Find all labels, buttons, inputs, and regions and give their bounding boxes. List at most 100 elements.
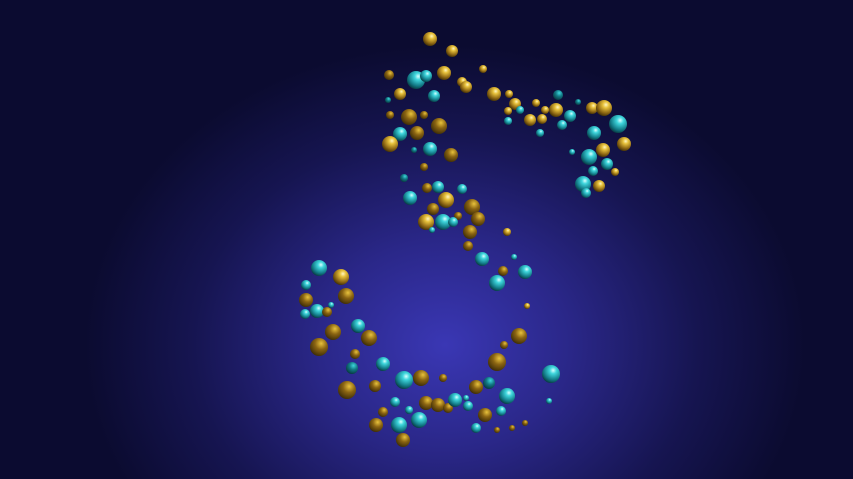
- teal-sphere: [390, 397, 400, 407]
- teal-sphere: [587, 126, 601, 140]
- teal-sphere: [553, 90, 563, 100]
- gold-sphere: [384, 70, 394, 80]
- gold-sphere: [524, 303, 530, 309]
- gold-sphere: [503, 228, 511, 236]
- gold-sphere: [464, 199, 480, 215]
- gold-sphere: [423, 32, 437, 46]
- gold-sphere: [413, 370, 429, 386]
- teal-sphere: [448, 217, 458, 227]
- teal-sphere: [546, 398, 552, 404]
- teal-sphere: [504, 117, 512, 125]
- gold-sphere: [439, 374, 447, 382]
- teal-sphere: [516, 106, 524, 114]
- gold-sphere: [463, 241, 473, 251]
- gold-sphere: [299, 293, 313, 307]
- teal-sphere: [411, 412, 427, 428]
- teal-sphere: [564, 110, 576, 122]
- teal-sphere: [385, 97, 391, 103]
- teal-sphere: [428, 90, 440, 102]
- teal-sphere: [435, 214, 451, 230]
- teal-sphere: [511, 254, 517, 260]
- teal-sphere: [536, 129, 544, 137]
- teal-sphere: [475, 252, 489, 266]
- teal-sphere: [581, 188, 591, 198]
- gold-sphere: [361, 330, 377, 346]
- gold-sphere: [532, 99, 540, 107]
- gold-sphere: [322, 307, 332, 317]
- gold-sphere: [333, 269, 349, 285]
- teal-sphere: [432, 181, 444, 193]
- teal-sphere: [542, 365, 560, 383]
- gold-sphere: [522, 420, 528, 426]
- teal-sphere: [463, 395, 469, 401]
- gold-sphere: [422, 183, 432, 193]
- gold-sphere: [596, 100, 612, 116]
- teal-sphere: [300, 309, 310, 319]
- teal-sphere: [376, 357, 390, 371]
- teal-sphere: [346, 362, 358, 374]
- gold-sphere: [505, 90, 513, 98]
- gold-sphere: [541, 106, 549, 114]
- gold-sphere: [310, 338, 328, 356]
- teal-sphere: [311, 260, 327, 276]
- gold-sphere: [394, 88, 406, 100]
- gold-sphere: [338, 288, 354, 304]
- teal-sphere: [499, 388, 515, 404]
- teal-sphere: [463, 401, 473, 411]
- teal-sphere: [429, 227, 435, 233]
- teal-sphere: [569, 149, 575, 155]
- gold-sphere: [431, 398, 445, 412]
- gold-sphere: [444, 148, 458, 162]
- gold-sphere: [420, 111, 428, 119]
- teal-sphere: [403, 191, 417, 205]
- gold-sphere: [382, 136, 398, 152]
- teal-sphere: [351, 319, 365, 333]
- gold-sphere: [420, 163, 428, 171]
- teal-sphere: [609, 115, 627, 133]
- gold-sphere: [498, 266, 508, 276]
- gold-sphere: [500, 341, 508, 349]
- teal-sphere: [310, 304, 324, 318]
- teal-sphere: [457, 184, 467, 194]
- gold-sphere: [463, 225, 477, 239]
- gold-sphere: [469, 380, 483, 394]
- gold-sphere: [488, 353, 506, 371]
- gold-sphere: [325, 324, 341, 340]
- teal-sphere: [400, 174, 408, 182]
- teal-sphere: [471, 423, 481, 433]
- gold-sphere: [586, 102, 598, 114]
- gold-sphere: [418, 214, 434, 230]
- gold-sphere: [617, 137, 631, 151]
- gold-sphere: [419, 396, 433, 410]
- teal-sphere: [581, 149, 597, 165]
- gold-sphere: [504, 107, 512, 115]
- gold-sphere: [537, 114, 547, 124]
- teal-sphere: [423, 142, 437, 156]
- teal-sphere: [411, 147, 417, 153]
- gold-sphere: [338, 381, 356, 399]
- gold-sphere: [596, 143, 610, 157]
- gold-sphere: [471, 212, 485, 226]
- gold-sphere: [446, 45, 458, 57]
- teal-sphere: [575, 176, 591, 192]
- gold-sphere: [524, 114, 536, 126]
- teal-sphere: [518, 265, 532, 279]
- gold-sphere: [443, 403, 453, 413]
- gold-sphere: [410, 126, 424, 140]
- gold-sphere: [509, 425, 515, 431]
- teal-sphere: [483, 377, 495, 389]
- teal-sphere: [496, 406, 506, 416]
- gold-sphere: [350, 349, 360, 359]
- teal-sphere: [575, 99, 581, 105]
- teal-sphere: [301, 280, 311, 290]
- gold-sphere: [460, 81, 472, 93]
- gold-sphere: [593, 180, 605, 192]
- teal-sphere: [588, 166, 598, 176]
- gold-sphere: [478, 408, 492, 422]
- teal-sphere: [489, 275, 505, 291]
- gold-sphere: [511, 328, 527, 344]
- gold-sphere: [396, 433, 410, 447]
- gold-sphere: [401, 109, 417, 125]
